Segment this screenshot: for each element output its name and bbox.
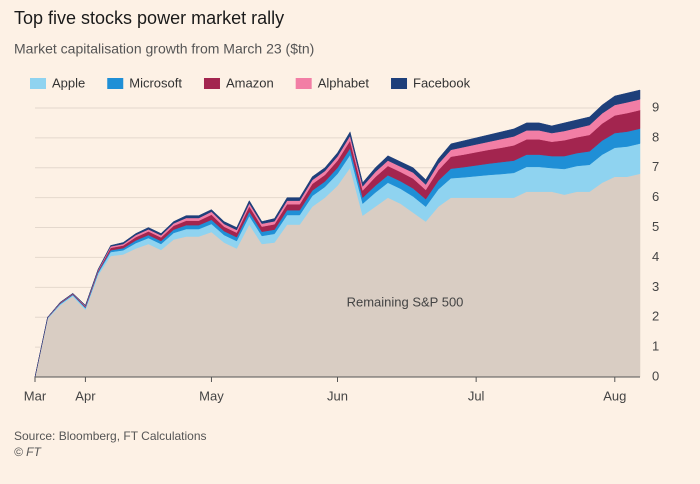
- y-tick-label: 9: [652, 99, 659, 114]
- area-label: Remaining S&P 500: [347, 294, 464, 309]
- legend-label: Apple: [52, 75, 85, 90]
- x-tick-label: May: [199, 388, 224, 403]
- x-tick-label: Jul: [468, 388, 485, 403]
- legend-swatch: [295, 78, 312, 89]
- y-tick-label: 3: [652, 279, 659, 294]
- y-tick-label: 2: [652, 309, 659, 324]
- area: [34, 89, 641, 378]
- source: Source: Bloomberg, FT Calculations: [14, 429, 207, 443]
- legend-swatch: [203, 78, 220, 89]
- credit: © FT: [14, 445, 43, 459]
- legend-swatch: [391, 78, 408, 89]
- chart-subtitle: Market capitalisation growth from March …: [14, 41, 314, 57]
- y-tick-label: 7: [652, 159, 659, 174]
- x-tick-label: Aug: [603, 388, 626, 403]
- chart-title: Top five stocks power market rally: [14, 8, 284, 28]
- legend-swatch: [107, 78, 124, 89]
- y-tick-label: 6: [652, 189, 659, 204]
- y-tick-label: 8: [652, 129, 659, 144]
- x-tick-label: Apr: [75, 388, 96, 403]
- legend-swatch: [30, 78, 46, 89]
- legend-label: Facebook: [413, 75, 471, 90]
- legend-label: Microsoft: [129, 75, 182, 90]
- x-tick-label: Jun: [327, 388, 348, 403]
- y-tick-label: 5: [652, 219, 659, 234]
- y-tick-label: 4: [652, 249, 659, 264]
- y-tick-label: 0: [652, 368, 659, 383]
- y-tick-label: 1: [652, 339, 659, 354]
- legend-label: Amazon: [226, 75, 274, 90]
- legend-label: Alphabet: [318, 75, 370, 90]
- x-tick-label: Mar: [24, 388, 47, 403]
